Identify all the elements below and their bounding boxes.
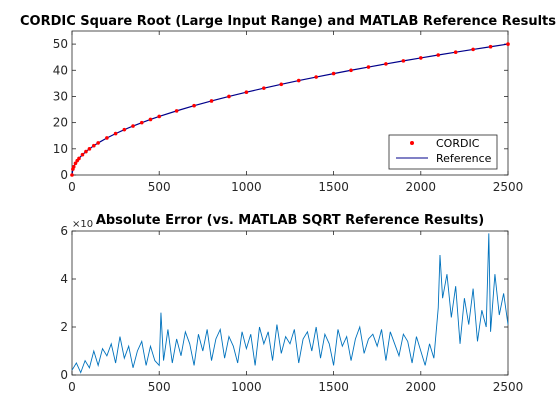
- data-point: [139, 120, 144, 125]
- x-tick-label: 0: [68, 180, 76, 194]
- data-point: [174, 109, 179, 113]
- x-tick-label: 2000: [406, 180, 437, 194]
- data-point: [419, 56, 423, 60]
- data-point: [331, 71, 336, 76]
- data-point: [96, 141, 100, 145]
- data-point: [87, 147, 92, 151]
- legend-label-reference: Reference: [436, 152, 492, 165]
- chart-title: Absolute Error (vs. MATLAB SQRT Referenc…: [96, 213, 484, 228]
- data-point: [349, 68, 353, 73]
- data-point: [279, 82, 284, 87]
- data-point: [84, 149, 88, 154]
- legend-item-reference: Reference: [396, 152, 492, 165]
- data-point: [401, 59, 406, 63]
- data-point: [80, 152, 85, 157]
- chart-absolute-error: Absolute Error (vs. MATLAB SQRT Referenc…: [60, 213, 523, 394]
- data-point: [366, 65, 371, 69]
- y-tick-label: 40: [53, 63, 68, 77]
- x-tick-label: 1500: [318, 180, 349, 194]
- y-tick-label: 30: [53, 89, 68, 103]
- legend: CORDIC Reference: [388, 134, 498, 170]
- x-tick-label: 2500: [493, 180, 524, 194]
- data-point: [296, 78, 301, 83]
- y-axis-ticks: 0 2 4 6: [60, 224, 508, 382]
- x-axis-ticks: 0 500 1000 1500 2000 2500: [68, 31, 523, 194]
- data-point: [227, 94, 231, 99]
- x-tick-label: 0: [68, 380, 76, 394]
- x-tick-label: 500: [148, 380, 171, 394]
- legend-marker-cordic: [410, 141, 414, 145]
- data-point: [113, 131, 118, 136]
- data-point: [131, 124, 135, 128]
- chart-title: CORDIC Square Root (Large Input Range) a…: [20, 14, 556, 29]
- legend-item-cordic: CORDIC: [410, 137, 480, 150]
- y-tick-label: 20: [53, 116, 68, 130]
- y-exponent-label: ×10: [72, 219, 93, 230]
- data-point: [209, 99, 214, 103]
- x-tick-label: 2000: [406, 380, 437, 394]
- data-point: [105, 136, 109, 140]
- data-point: [157, 114, 161, 119]
- y-tick-label: 10: [53, 142, 68, 156]
- data-point: [244, 90, 249, 95]
- data-point: [77, 156, 81, 161]
- data-point: [384, 62, 388, 66]
- data-point: [71, 164, 76, 169]
- data-point: [70, 173, 74, 177]
- x-tick-label: 1000: [231, 180, 262, 194]
- y-tick-label: 4: [60, 272, 68, 286]
- series-group: [70, 42, 510, 177]
- x-tick-label: 1500: [318, 380, 349, 394]
- y-tick-label: 0: [60, 168, 68, 182]
- x-tick-label: 1000: [231, 380, 262, 394]
- data-point: [471, 47, 475, 52]
- y-tick-label: 50: [53, 37, 68, 51]
- legend-box: [388, 134, 498, 170]
- x-tick-label: 2500: [493, 380, 524, 394]
- data-point: [148, 117, 153, 122]
- data-point: [436, 53, 441, 57]
- y-tick-label: 2: [60, 320, 68, 334]
- y-exponent-base: ×10: [72, 219, 93, 230]
- series-line-error: [71, 233, 509, 374]
- data-point: [488, 44, 493, 49]
- data-point: [506, 42, 510, 46]
- y-tick-label: 6: [60, 224, 68, 238]
- data-point: [122, 127, 127, 132]
- data-point: [314, 75, 318, 79]
- x-axis-ticks: 0 500 1000 1500 2000 2500: [68, 231, 523, 394]
- data-point: [262, 86, 266, 90]
- legend-label-cordic: CORDIC: [436, 137, 480, 150]
- series-group: [71, 233, 509, 374]
- data-point: [73, 161, 78, 166]
- data-point: [92, 143, 96, 148]
- data-point: [453, 50, 458, 55]
- data-point: [192, 103, 196, 108]
- plot-area: [71, 230, 509, 376]
- chart-sqrt: CORDIC Square Root (Large Input Range) a…: [20, 14, 556, 194]
- x-tick-label: 500: [148, 180, 171, 194]
- y-tick-label: 0: [60, 368, 68, 382]
